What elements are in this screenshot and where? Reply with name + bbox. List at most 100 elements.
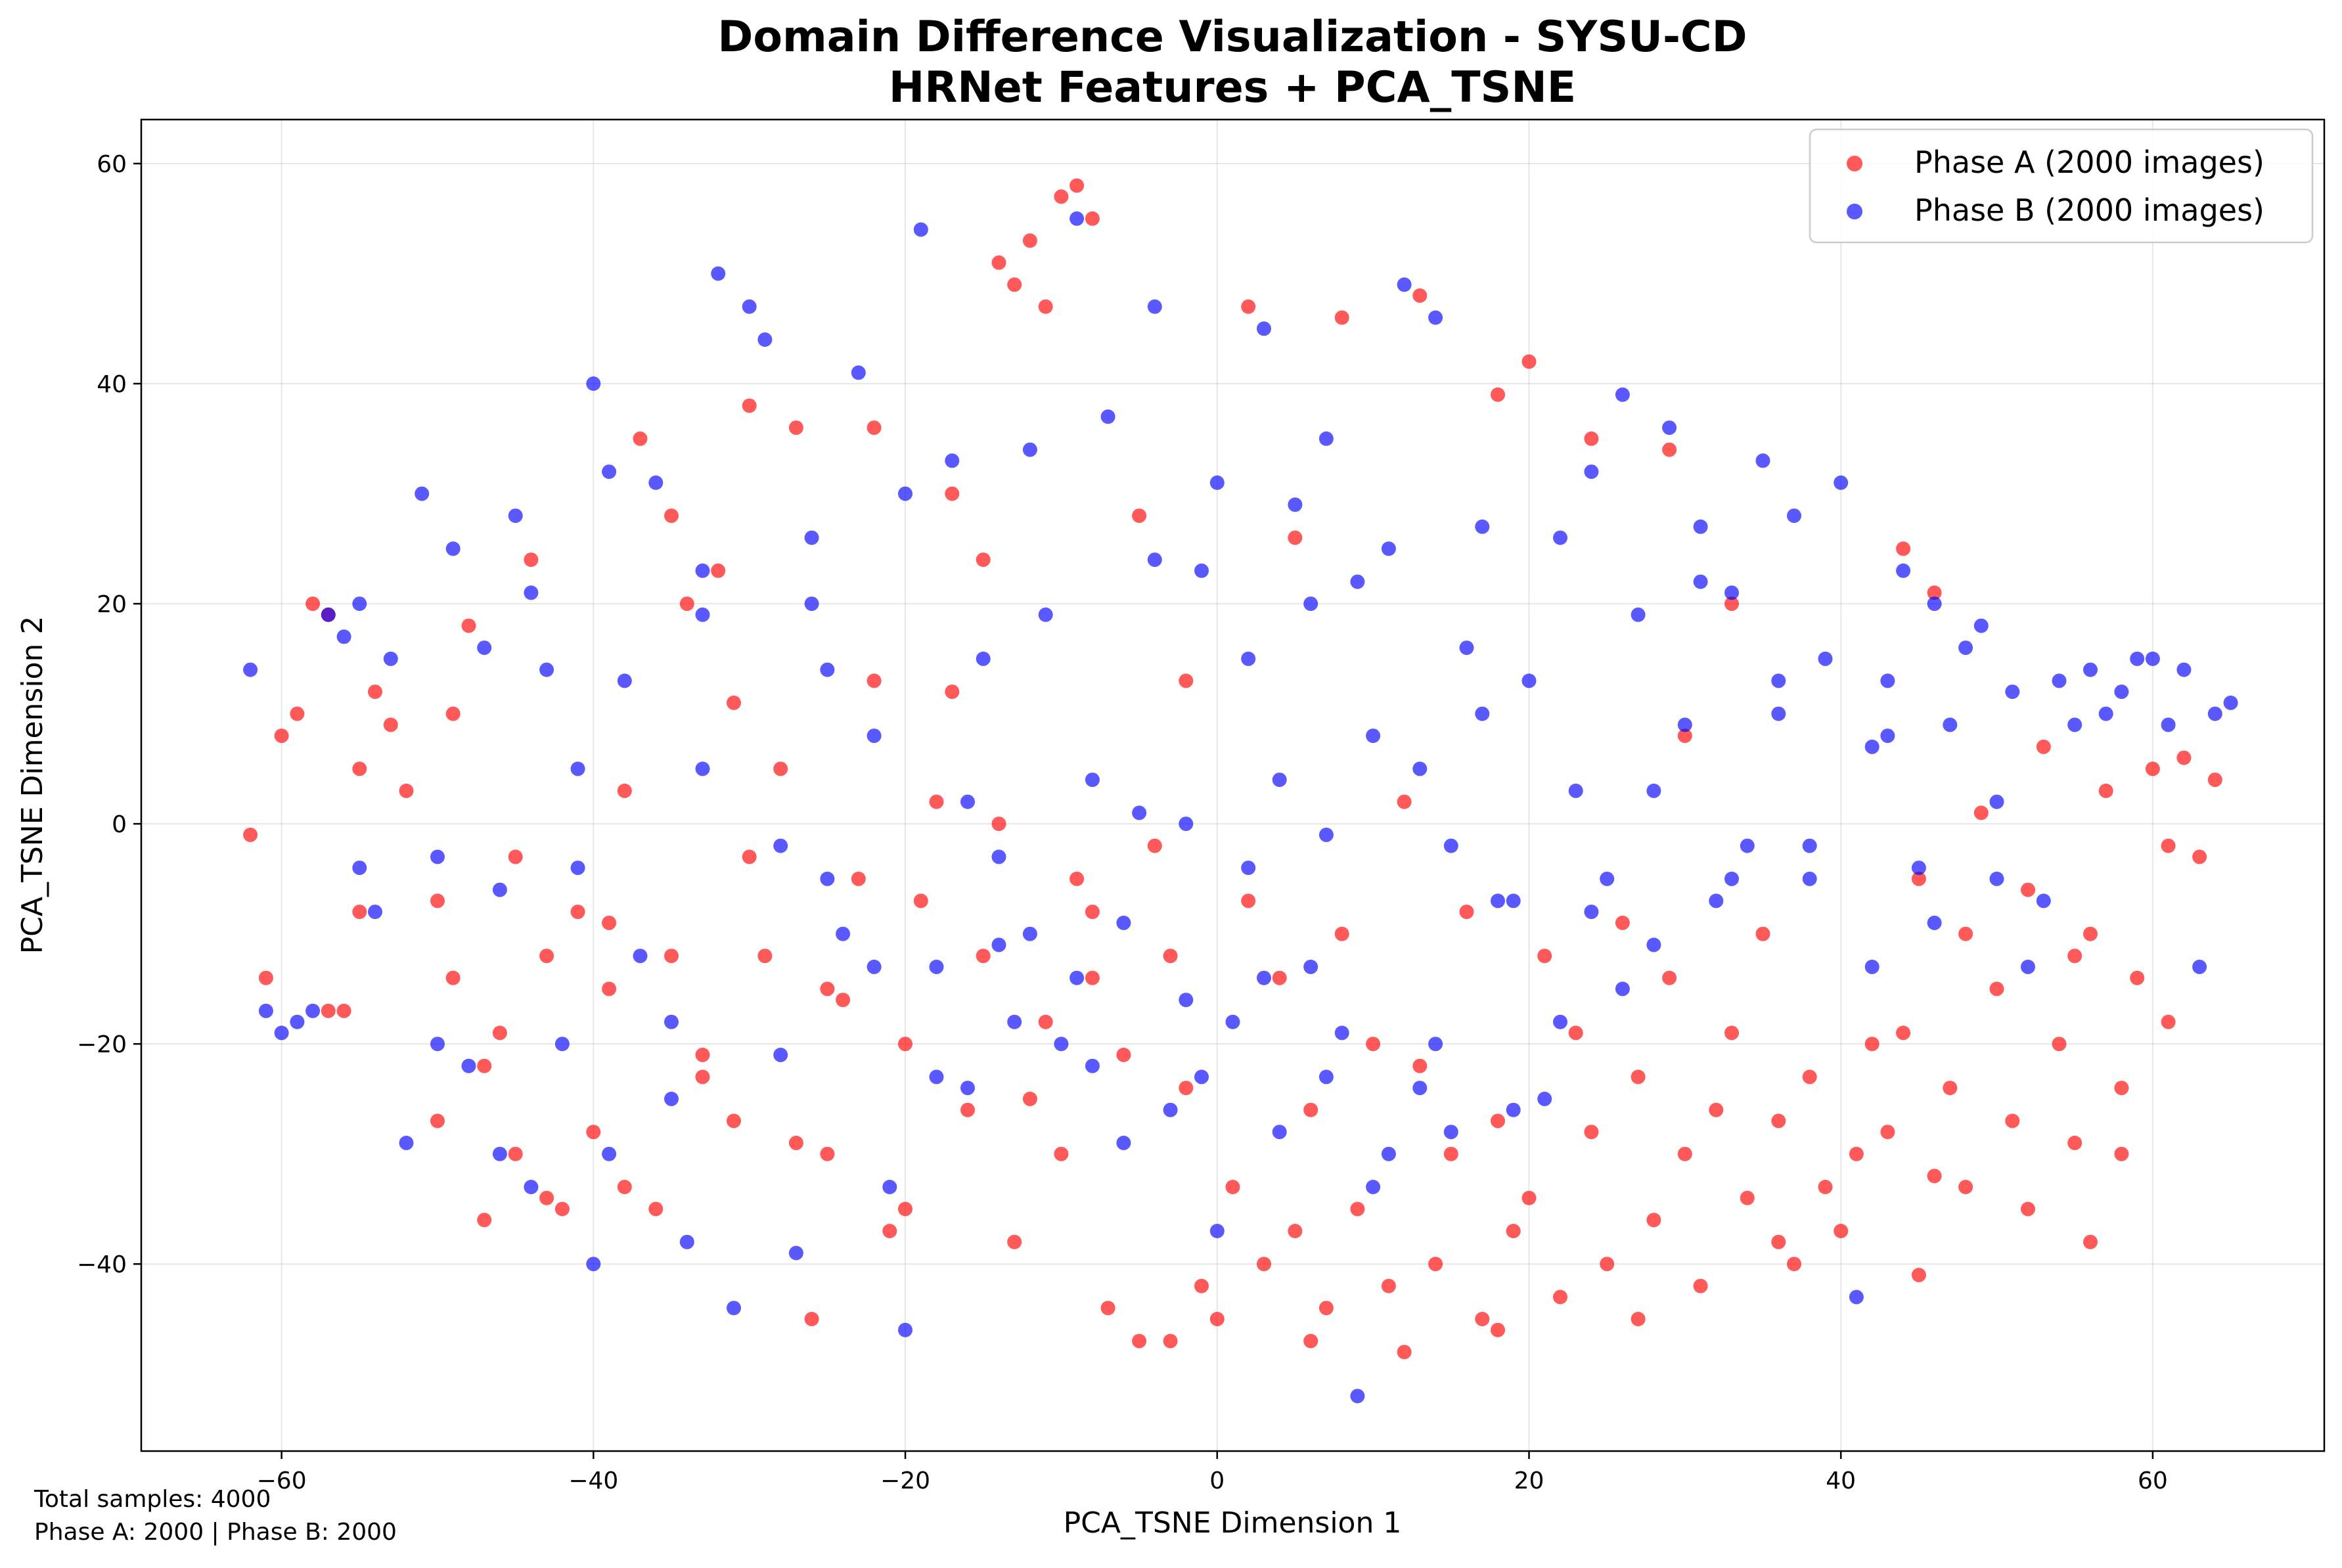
scatter-point [445, 970, 461, 985]
scatter-point [1506, 893, 1521, 908]
scatter-point [1366, 1037, 1381, 1052]
scatter-point [695, 607, 710, 622]
x-axis-label: PCA_TSNE Dimension 1 [1064, 1506, 1402, 1540]
scatter-point [1179, 1081, 1194, 1096]
scatter-point [1007, 1234, 1022, 1249]
scatter-point [1724, 585, 1739, 600]
y-axis-label: PCA_TSNE Dimension 2 [16, 616, 49, 954]
scatter-point [836, 926, 851, 941]
scatter-point [1288, 530, 1303, 545]
scatter-point [804, 530, 819, 545]
scatter-point [1257, 970, 1271, 985]
legend-label-phase-b: Phase B (2000 images) [1914, 192, 2264, 228]
scatter-point [1771, 1234, 1786, 1249]
scatter-point [368, 905, 382, 920]
scatter-point [1646, 783, 1661, 798]
scatter-point [1662, 970, 1677, 985]
scatter-point [1209, 475, 1225, 490]
scatter-point [1989, 794, 2004, 809]
scatter-point [1334, 926, 1349, 941]
scatter-point [1834, 1224, 1849, 1238]
scatter-point [711, 266, 726, 281]
scatter-point [1022, 442, 1037, 457]
scatter-point [1241, 861, 1256, 876]
scatter-point [1631, 607, 1646, 622]
scatter-point [1054, 1146, 1069, 1161]
scatter-point [399, 1135, 414, 1150]
scatter-point [1163, 949, 1178, 964]
scatter-point [602, 915, 617, 930]
scatter-point [867, 959, 882, 974]
scatter-point [1132, 1333, 1147, 1349]
scatter-point [1724, 871, 1739, 886]
scatter-point [1428, 1257, 1443, 1272]
scatter-point [352, 905, 367, 920]
scatter-point [1054, 1037, 1069, 1052]
scatter-point [882, 1180, 897, 1194]
plot-frame [140, 118, 2326, 1452]
scatter-point [1787, 508, 1801, 524]
scatter-point [1070, 211, 1085, 226]
scatter-point [2176, 750, 2192, 765]
scatter-point [570, 905, 585, 920]
scatter-point [1022, 926, 1037, 941]
scatter-point [1709, 1102, 1724, 1117]
scatter-point [1973, 618, 1989, 633]
scatter-point [617, 783, 632, 798]
scatter-point [1022, 1091, 1037, 1106]
scatter-point [1272, 773, 1287, 788]
scatter-point [1896, 563, 1911, 578]
scatter-point [945, 486, 960, 501]
chart-title: Domain Difference Visualization - SYSU-C… [717, 12, 1747, 62]
scatter-point [1600, 1257, 1615, 1272]
scatter-point [1257, 1257, 1271, 1272]
scatter-point [2067, 949, 2083, 964]
scatter-point [1288, 497, 1303, 512]
y-tick-label: 60 [97, 151, 127, 178]
scatter-point [602, 1146, 617, 1161]
legend-marker-phase-b [1847, 204, 1862, 219]
scatter-point [991, 937, 1006, 952]
scatter-point [1116, 1047, 1131, 1062]
scatter-point [1615, 387, 1630, 402]
scatter-point [554, 1201, 570, 1217]
scatter-point [1584, 905, 1599, 920]
scatter-point [820, 662, 835, 677]
scatter-point [1147, 838, 1162, 853]
scatter-point [2021, 882, 2035, 897]
scatter-point [1802, 838, 1817, 853]
legend-label-phase-a: Phase A (2000 images) [1914, 145, 2264, 180]
scatter-point [554, 1037, 570, 1052]
scatter-point [2130, 651, 2145, 666]
scatter-point [1209, 1312, 1225, 1326]
scatter-point [1475, 1312, 1490, 1326]
scatter-point [679, 1234, 694, 1249]
scatter-point [1864, 959, 1880, 974]
scatter-point [757, 949, 773, 964]
scatter-point [383, 717, 398, 732]
scatter-point [2192, 959, 2207, 974]
scatter-point [570, 861, 585, 876]
scatter-point [898, 1201, 912, 1217]
scatter-point [508, 1146, 523, 1161]
scatter-point [617, 1180, 632, 1194]
scatter-point [415, 486, 430, 501]
scatter-point [664, 1014, 679, 1029]
scatter-point [1038, 607, 1053, 622]
scatter-point [1428, 310, 1443, 325]
scatter-point [1521, 354, 1537, 369]
y-tick-label: −20 [77, 1031, 127, 1058]
scatter-point [430, 1113, 445, 1129]
scatter-point [492, 1025, 507, 1041]
scatter-point [2083, 1234, 2098, 1249]
scatter-point [1802, 871, 1817, 886]
scatter-point [2161, 838, 2176, 853]
scatter-point [336, 629, 351, 644]
scatter-point [508, 849, 523, 864]
scatter-point [321, 607, 336, 622]
x-tick-label: 40 [1826, 1467, 1856, 1494]
scatter-point [1272, 1125, 1287, 1140]
scatter-point [2114, 1146, 2129, 1161]
scatter-point [539, 662, 554, 677]
scatter-point [913, 222, 928, 237]
